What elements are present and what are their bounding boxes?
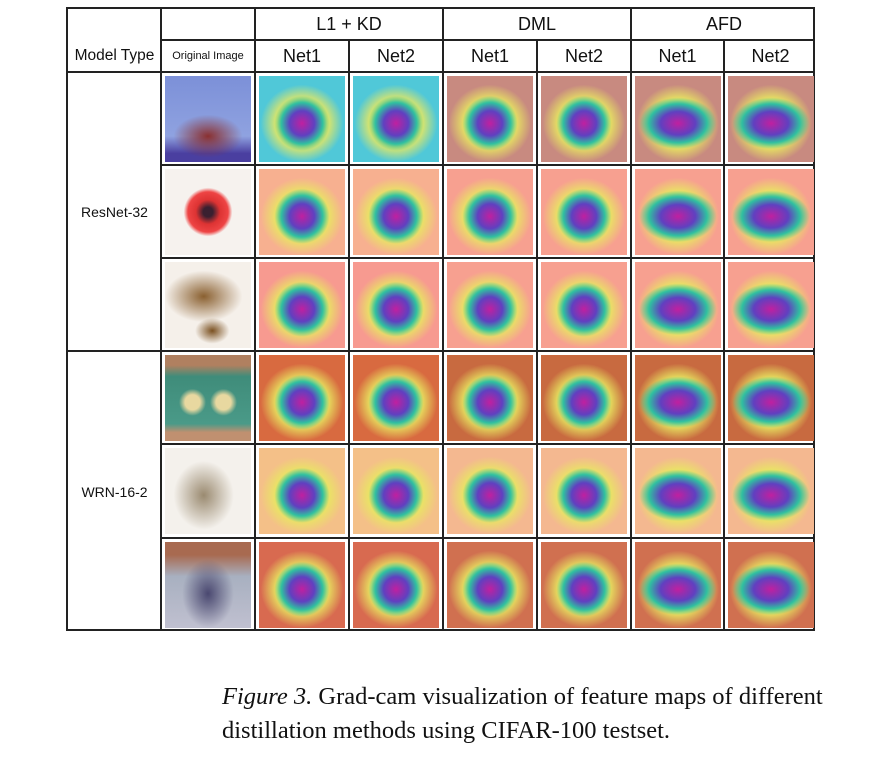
gradcam-heatmap-object	[259, 262, 345, 348]
grid-line	[161, 39, 815, 41]
grid-line	[254, 9, 256, 629]
gradcam-heatmap-cyclist	[541, 542, 627, 628]
gradcam-heatmap-leopard	[259, 448, 345, 534]
grid-line	[68, 349, 815, 352]
gradcam-heatmap-bicycle	[353, 76, 439, 162]
model-label: ResNet-32	[81, 203, 148, 220]
gradcam-heatmap-flower	[728, 169, 814, 255]
net-header: Net1	[658, 45, 697, 66]
grid-line	[442, 9, 444, 629]
model-type-header: Model Type	[74, 47, 155, 64]
gradcam-heatmap-flower	[635, 169, 721, 255]
gradcam-heatmap-leopard	[635, 448, 721, 534]
grid-line	[348, 40, 350, 629]
grid-line	[630, 9, 632, 629]
group-header: L1 + KD	[316, 14, 382, 34]
group-header: AFD	[706, 14, 742, 34]
grid-line	[160, 9, 162, 629]
net-header: Net1	[282, 45, 322, 66]
gradcam-heatmap-cyclist	[353, 542, 439, 628]
figure-table: L1 + KD DML AFD Model Type Original Image Net…	[66, 7, 815, 631]
net-header: Net2	[564, 45, 604, 66]
gradcam-heatmap-bicycle	[259, 76, 345, 162]
gradcam-heatmap-object	[728, 262, 814, 348]
original-image-table	[165, 355, 251, 441]
grid-line	[161, 443, 815, 445]
gradcam-heatmap-object	[447, 262, 533, 348]
gradcam-heatmap-object	[635, 262, 721, 348]
gradcam-heatmap-leopard	[541, 448, 627, 534]
gradcam-heatmap-table	[447, 355, 533, 441]
grid-line	[68, 71, 815, 73]
gradcam-heatmap-table	[541, 355, 627, 441]
gradcam-heatmap-object	[541, 262, 627, 348]
net-header: Net2	[376, 45, 416, 66]
model-label: WRN-16-2	[81, 484, 148, 500]
gradcam-heatmap-bicycle	[728, 76, 814, 162]
original-image-leopard	[165, 448, 251, 534]
original-image-flower	[165, 169, 251, 255]
gradcam-heatmap-table	[635, 355, 721, 441]
gradcam-heatmap-table	[259, 355, 345, 441]
grid-line	[161, 537, 815, 539]
original-image-object	[165, 262, 251, 348]
gradcam-heatmap-cyclist	[447, 542, 533, 628]
gradcam-heatmap-leopard	[728, 448, 814, 534]
original-image-header: Original Image	[172, 50, 244, 62]
gradcam-heatmap-leopard	[353, 448, 439, 534]
caption-text: Grad-cam visualization of feature maps o…	[222, 683, 823, 744]
gradcam-heatmap-flower	[541, 169, 627, 255]
gradcam-heatmap-table	[728, 355, 814, 441]
gradcam-heatmap-table	[353, 355, 439, 441]
gradcam-heatmap-flower	[353, 169, 439, 255]
grid-line	[723, 40, 725, 629]
gradcam-heatmap-cyclist	[635, 542, 721, 628]
gradcam-heatmap-cyclist	[728, 542, 814, 628]
gradcam-heatmap-cyclist	[259, 542, 345, 628]
gradcam-heatmap-leopard	[447, 448, 533, 534]
grid-line	[161, 164, 815, 166]
gradcam-heatmap-flower	[259, 169, 345, 255]
net-header: Net1	[470, 45, 510, 66]
gradcam-heatmap-bicycle	[447, 76, 533, 162]
group-header: DML	[517, 14, 556, 34]
gradcam-heatmap-object	[353, 262, 439, 348]
net-header: Net2	[751, 45, 790, 66]
original-image-bicycle	[165, 76, 251, 162]
gradcam-heatmap-bicycle	[541, 76, 627, 162]
gradcam-heatmap-bicycle	[635, 76, 721, 162]
gradcam-heatmap-flower	[447, 169, 533, 255]
caption-label: Figure 3.	[222, 683, 313, 710]
figure-caption: Figure 3. Grad-cam visualization of feat…	[222, 680, 862, 748]
original-image-cyclist	[165, 542, 251, 628]
grid-line	[161, 257, 815, 259]
grid-line	[536, 40, 538, 629]
